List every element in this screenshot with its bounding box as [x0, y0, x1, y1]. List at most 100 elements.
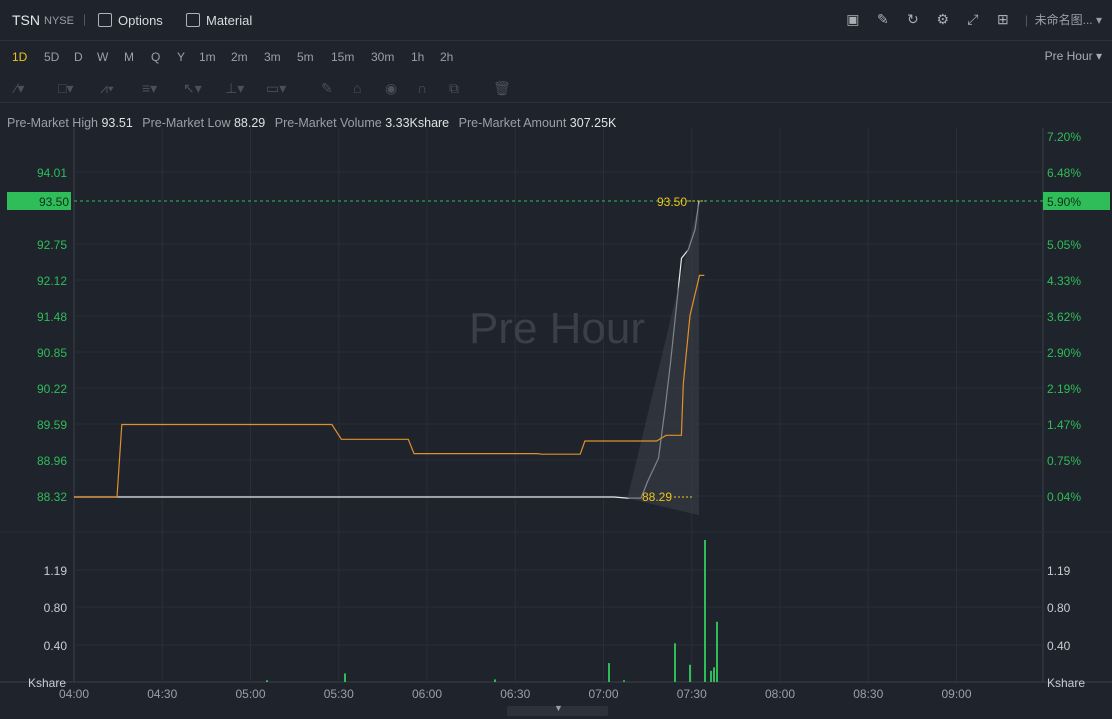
material-icon [186, 13, 200, 27]
layout-icon[interactable]: ⊞ [996, 11, 1009, 27]
text-tool-icon[interactable]: ▭▾ [266, 80, 287, 96]
interval-5d[interactable]: 5D [44, 50, 60, 64]
refresh-icon[interactable]: ↻ [906, 11, 919, 27]
pct-tick-label: 6.48% [1047, 166, 1081, 180]
interval-d[interactable]: D [74, 50, 83, 64]
draw-icon[interactable]: ✎ [876, 11, 889, 27]
volume-value: 3.33Kshare [385, 116, 450, 130]
fib-tool-icon[interactable]: ≡▾ [142, 80, 158, 96]
pct-tick-label: 1.47% [1047, 418, 1081, 432]
interval-q[interactable]: Q [151, 50, 161, 64]
vol-tick-label-right: 0.40 [1047, 639, 1071, 653]
time-tick-label: 07:30 [677, 687, 707, 701]
pencil-icon[interactable]: ✎ [321, 80, 333, 96]
settings-icon[interactable]: ⚙ [936, 11, 950, 27]
current-price-badge [7, 192, 71, 210]
volume-bar [674, 643, 676, 682]
trash-icon[interactable]: 🗑 [493, 80, 511, 96]
chart-plot: 93.50 88.29 [74, 195, 1043, 682]
lock-icon[interactable]: ⌂ [353, 80, 362, 96]
current-pct-text: 5.90% [1047, 195, 1081, 209]
panel-resize-handle[interactable]: ▼ [507, 703, 608, 716]
indicator-icon[interactable]: ▣ [846, 11, 860, 27]
separator: | [83, 12, 87, 26]
material-button[interactable]: Material [186, 11, 252, 29]
clone-icon[interactable]: ⧉ [449, 80, 459, 96]
interval-w[interactable]: W [97, 50, 109, 64]
interval-y[interactable]: Y [177, 50, 186, 64]
rect-tool-icon[interactable]: □▾ [58, 80, 74, 96]
low-label: Pre-Market Low [142, 116, 231, 130]
volume-bar [713, 667, 715, 682]
fullscreen-icon[interactable]: ⤢ [967, 11, 979, 27]
interval-2h[interactable]: 2h [440, 50, 454, 64]
pct-tick-label: 2.19% [1047, 382, 1081, 396]
material-label: Material [206, 12, 253, 28]
interval-1m[interactable]: 1m [199, 50, 216, 64]
options-button[interactable]: Options [98, 11, 163, 29]
premarket-info: Pre-Market High 93.51 Pre-Market Low 88.… [7, 116, 622, 130]
volume-bar [716, 621, 718, 682]
interval-1h[interactable]: 1h [411, 50, 425, 64]
template-select[interactable]: | 未命名图... ▾ [1024, 13, 1102, 27]
top-toolbar: TSN NYSE | Options Material ▣ ✎ ↻ ⚙ ⤢ ⊞ … [0, 0, 1112, 41]
pattern-tool-icon[interactable]: ⩘▾ [100, 80, 114, 96]
volume-bar [344, 673, 346, 682]
options-label: Options [118, 12, 163, 28]
chart-axes: 04:00 04:30 05:00 05:30 06:00 06:30 07:00 07:30… [7, 130, 1110, 701]
chevron-down-icon: ▼ [554, 703, 563, 713]
line-tool-icon[interactable]: ⁄▾ [15, 80, 25, 96]
high-value: 93.51 [101, 116, 133, 130]
time-tick-label: 07:00 [588, 687, 618, 701]
vol-unit-right: Kshare [1047, 676, 1085, 690]
interval-3m[interactable]: 3m [264, 50, 281, 64]
price-tick-label: 88.32 [37, 490, 67, 504]
price-tick-label: 90.22 [37, 382, 67, 396]
volume-bar [608, 663, 610, 682]
time-tick-label: 04:00 [59, 687, 89, 701]
pct-tick-label: 0.75% [1047, 454, 1081, 468]
interval-5m[interactable]: 5m [297, 50, 314, 64]
vol-tick-label-right: 0.80 [1047, 601, 1071, 615]
time-tick-label: 04:30 [147, 687, 177, 701]
chart-grid [0, 128, 1112, 683]
high-label: Pre-Market High [7, 116, 98, 130]
measure-tool-icon[interactable]: ⊥▾ [225, 80, 245, 96]
amount-label: Pre-Market Amount [458, 116, 567, 130]
symbol-label[interactable]: TSN [12, 12, 40, 28]
drawing-toolbar: ⁄▾ □▾ ⩘▾ ≡▾ ↖▾ ⊥▾ ▭▾ ✎ ⌂ ◉ ∩ ⧉ 🗑 [0, 74, 1112, 103]
volume-bar [494, 679, 496, 682]
vol-unit-left: Kshare [28, 676, 66, 690]
current-price-text: 93.50 [39, 195, 69, 209]
time-tick-label: 08:00 [765, 687, 795, 701]
price-tick-label: 92.75 [37, 238, 67, 252]
interval-bar: 1D 5D D W M Q Y 1m 2m 3m 5m 15m 30m 1h 2… [0, 44, 1112, 70]
eye-icon[interactable]: ◉ [385, 80, 398, 96]
interval-2m[interactable]: 2m [231, 50, 248, 64]
interval-1d[interactable]: 1D [12, 50, 28, 64]
time-tick-label: 06:30 [500, 687, 530, 701]
time-tick-label: 05:00 [235, 687, 265, 701]
price-tick-label: 88.96 [37, 454, 67, 468]
pct-tick-label: 0.04% [1047, 490, 1081, 504]
price-tick-label: 90.85 [37, 346, 67, 360]
price-tick-label: 94.01 [37, 166, 67, 180]
price-tick-label: 92.12 [37, 274, 67, 288]
volume-bar [689, 664, 691, 682]
low-marker-label: 88.29 [642, 490, 672, 504]
interval-30m[interactable]: 30m [371, 50, 395, 64]
time-tick-label: 08:30 [853, 687, 883, 701]
magnet-icon[interactable]: ∩ [417, 80, 428, 96]
vol-tick-label-right: 1.19 [1047, 564, 1071, 578]
arrow-tool-icon[interactable]: ↖▾ [183, 80, 202, 96]
avg-price-line [74, 274, 705, 498]
template-label: 未命名图... [1034, 13, 1093, 27]
exchange-label: NYSE [44, 15, 74, 27]
session-select[interactable]: Pre Hour ▾ [1044, 49, 1102, 63]
watermark: Pre Hour [469, 304, 645, 353]
interval-m[interactable]: M [124, 50, 134, 64]
pct-tick-label: 3.62% [1047, 310, 1081, 324]
interval-15m[interactable]: 15m [331, 50, 355, 64]
pct-tick-label: 5.05% [1047, 238, 1081, 252]
